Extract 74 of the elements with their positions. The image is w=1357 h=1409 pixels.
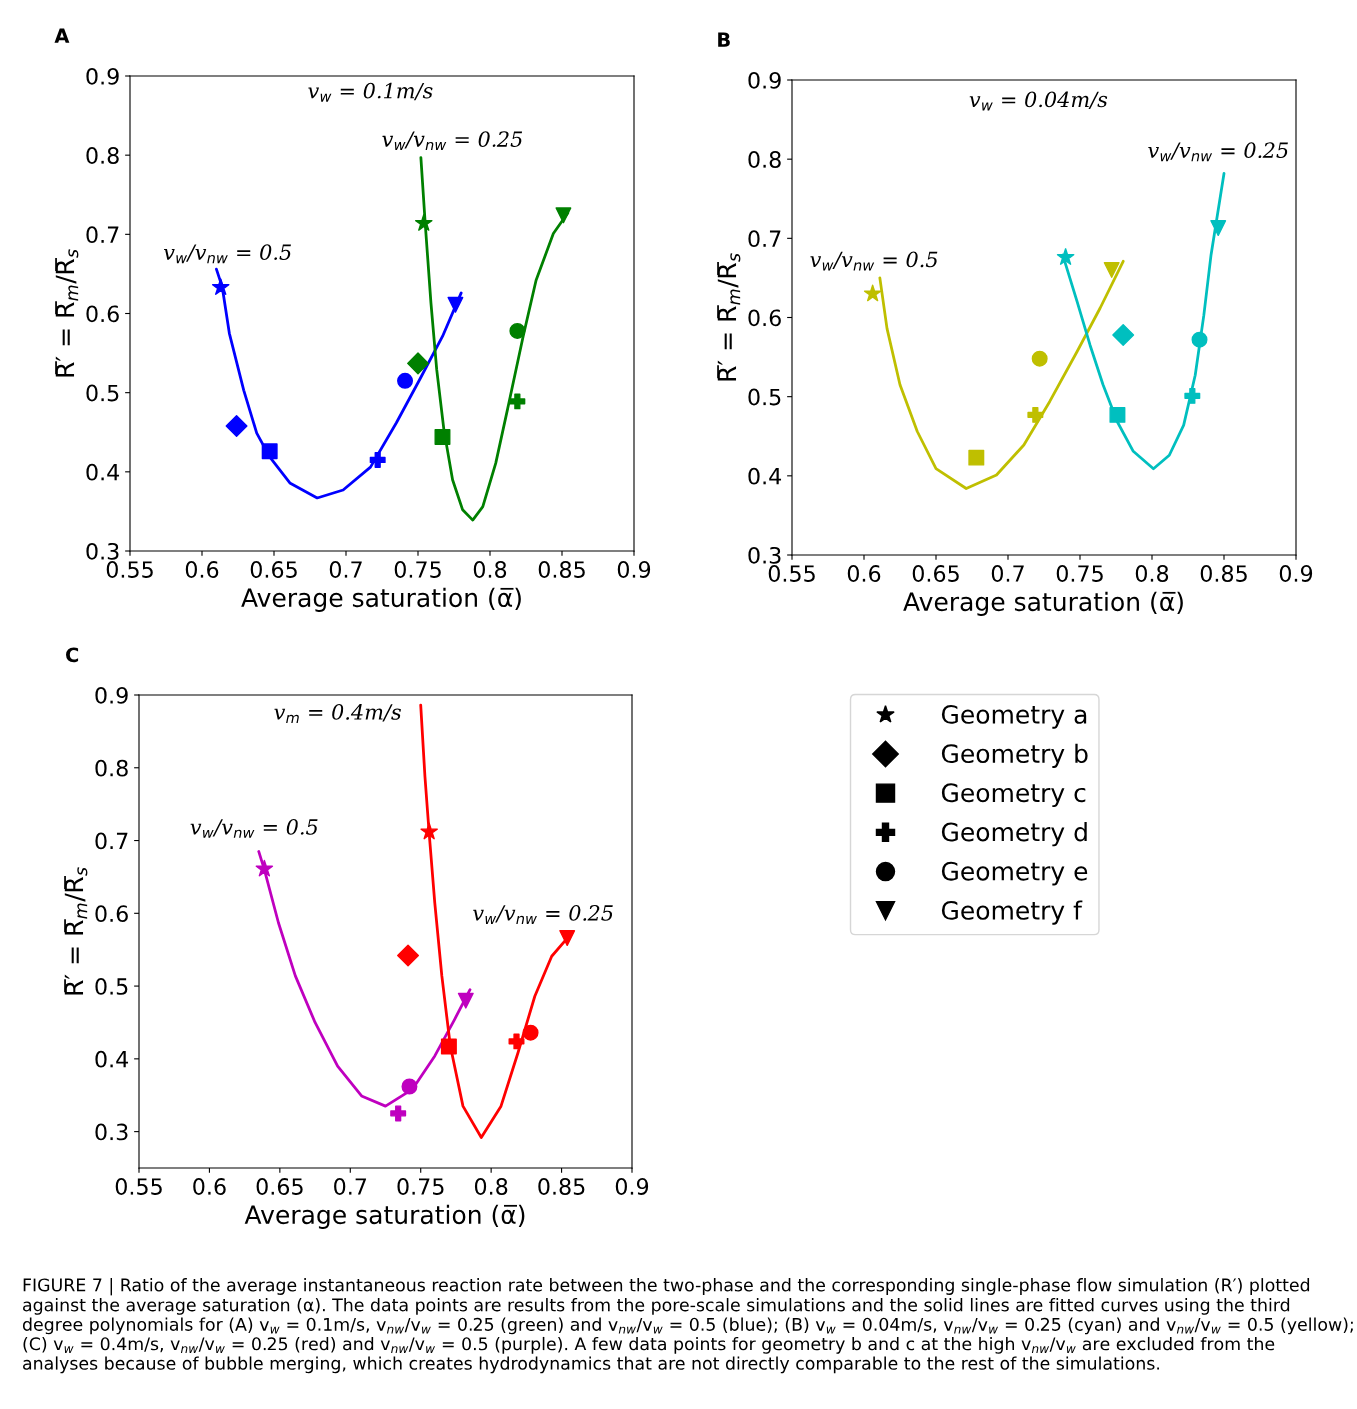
line-series xyxy=(257,850,472,1108)
x-tick-label: 0.7 xyxy=(329,561,362,578)
annotation: v$_{w}$/v$_{nw}$ = 0.25 xyxy=(382,131,523,151)
y-tick-label: 0.8 xyxy=(86,147,119,164)
point xyxy=(397,944,420,967)
y-tick-label: 0.5 xyxy=(86,384,119,402)
legend-label: Geometry c xyxy=(941,783,1086,808)
y-tick-label: 0.3 xyxy=(86,542,119,560)
y-axis-title: R̅′ = R̅$_{m}$/R̅$_{s}$ xyxy=(55,249,79,377)
y-tick-label: 0.5 xyxy=(95,978,128,995)
chart-title: B xyxy=(718,32,730,47)
x-tick-label: 0.65 xyxy=(912,565,959,582)
y-tick-label: 0.6 xyxy=(748,309,781,327)
x-tick-label: 0.75 xyxy=(397,1178,444,1195)
text: FIGURE 7 | Ratio of the average instantaneous reaction rate between the two-phase and the corresponding single-phase flow simulation (R′) plotted against the average saturation (α). The data points are results from the pore-scale simulations and the solid lines are fitted curves using the third degree polynomials for (A) v$_{w}$ = 0.1m/s, v$_{nw}$/v$_{w}$ = 0.25 (green) and v$_{nw}$/v$_{w}$ = 0.5 (blue); (B) v$_{w}$ = 0.04m/s, v$_{nw}$/v$_{w}$ = 0.25 (cyan) and v$_{nw}$/v$_{w}$ = 0.5 (yellow); (C) v$_{w}$ = 0.4m/s, v$_{nw}$/v$_{w}$ = 0.25 (red) and v$_{nw}$/v$_{w}$ = 0.5 (purple). A few data points for geometry b and c at the high v$_{nw}$/v$_{w}$ are excluded from the analyses because of bubble merging, which creates hydrodynamics that are not directly comparable to the rest of the simulations. xyxy=(22,1278,1353,1374)
annotation: v$_{w}$/v$_{nw}$ = 0.25 xyxy=(1148,142,1288,162)
x-tick-label: 0.55 xyxy=(768,565,815,582)
x-tick-label: 0.55 xyxy=(106,561,153,578)
annotation: v$_{w}$ = 0.1m/s xyxy=(308,82,433,102)
x-tick-label: 0.85 xyxy=(1200,565,1247,582)
x-tick-label: 0.6 xyxy=(847,565,881,582)
x-tick-label: 0.6 xyxy=(193,1178,226,1195)
y-tick-label: 0.4 xyxy=(95,1050,129,1068)
annotation: v$_{w}$/v$_{nw}$ = 0.5 xyxy=(163,244,291,264)
y-tick-label: 0.3 xyxy=(748,546,781,564)
x-tick-label: 0.75 xyxy=(1056,565,1103,582)
x-tick-label: 0.55 xyxy=(115,1178,162,1195)
chart-title: A xyxy=(54,28,70,43)
y-axis-title: R̅′ = R̅$_{m}$/R̅$_{s}$ xyxy=(64,867,88,995)
x-tick-label: 0.9 xyxy=(1279,565,1313,582)
y-tick-label: 0.9 xyxy=(95,686,128,704)
y-tick-label: 0.9 xyxy=(86,67,119,85)
y-tick-label: 0.8 xyxy=(95,759,128,777)
annotation: v$_{w}$/v$_{nw}$ = 0.5 xyxy=(810,251,938,271)
y-tick-label: 0.5 xyxy=(748,388,781,406)
x-axis-title: Average saturation (α̅) xyxy=(244,1204,525,1229)
x-tick-label: 0.9 xyxy=(615,1178,649,1195)
y-tick-label: 0.9 xyxy=(748,71,781,89)
annotation: v$_{w}$ = 0.04m/s xyxy=(969,91,1108,111)
y-tick-label: 0.4 xyxy=(86,463,120,481)
legend-label: Geometry d xyxy=(941,822,1087,847)
y-tick-label: 0.3 xyxy=(95,1123,128,1141)
legend-label: Geometry f xyxy=(941,900,1083,925)
x-tick-label: 0.7 xyxy=(334,1178,367,1195)
y-tick-label: 0.7 xyxy=(95,832,128,850)
x-tick-label: 0.65 xyxy=(250,561,297,578)
x-tick-label: 0.8 xyxy=(1135,565,1169,582)
annotation: v$_{w}$/v$_{nw}$ = 0.25 xyxy=(473,905,613,924)
x-axis-title: Average saturation (α̅) xyxy=(903,591,1183,616)
y-tick-label: 0.8 xyxy=(748,151,781,168)
y-tick-label: 0.6 xyxy=(95,905,128,923)
x-tick-label: 0.9 xyxy=(617,561,651,578)
x-tick-label: 0.65 xyxy=(256,1178,303,1195)
x-tick-label: 0.75 xyxy=(394,561,441,578)
y-axis-title: R̅′ = R̅$_{m}$/R̅$_{s}$ xyxy=(717,253,741,381)
point xyxy=(1112,323,1135,346)
x-tick-label: 0.85 xyxy=(538,561,585,578)
legend-label: Geometry e xyxy=(941,861,1088,886)
y-tick-label: 0.4 xyxy=(748,467,782,485)
legend-label: Geometry a xyxy=(941,704,1087,729)
point xyxy=(440,1038,457,1055)
x-tick-label: 0.6 xyxy=(185,561,219,578)
y-tick-label: 0.6 xyxy=(86,305,119,323)
x-tick-label: 0.7 xyxy=(991,565,1024,582)
annotation: v$_{w}$/v$_{nw}$ = 0.5 xyxy=(190,818,318,838)
chart-title: C xyxy=(66,647,79,663)
x-tick-label: 0.8 xyxy=(474,1178,508,1195)
y-tick-label: 0.7 xyxy=(748,230,781,248)
annotation: v$_{m}$ = 0.4m/s xyxy=(274,704,401,723)
x-tick-label: 0.8 xyxy=(473,561,507,578)
x-axis-title: Average saturation (α̅) xyxy=(241,587,521,612)
legend-label: Geometry b xyxy=(941,743,1088,768)
x-tick-label: 0.85 xyxy=(538,1178,585,1195)
y-tick-label: 0.7 xyxy=(86,226,119,244)
